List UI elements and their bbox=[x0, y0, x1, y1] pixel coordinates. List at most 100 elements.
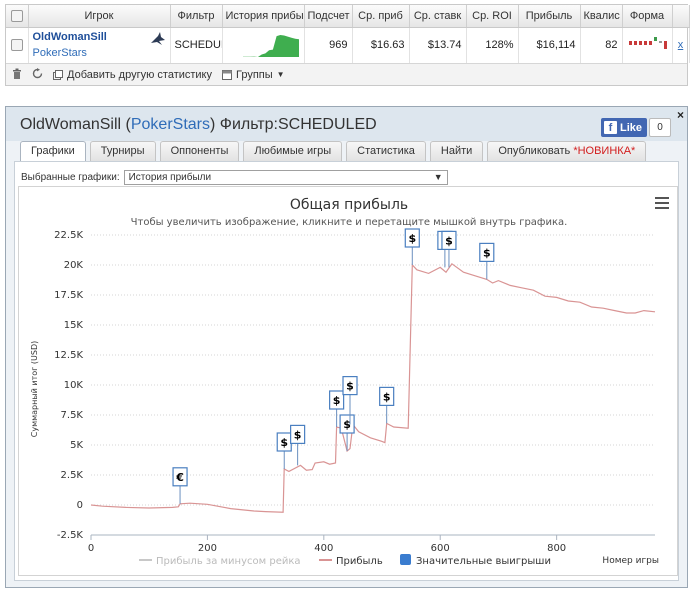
profit-chart-svg: -2.5K 0 2.5K 5K 7.5K 10K 12.5K 15K 17.5K 20K 22.5K… bbox=[30, 197, 659, 567]
big-win-flag[interactable]: $ bbox=[276, 432, 292, 469]
groups-button[interactable]: Группы ▼ bbox=[222, 69, 285, 81]
table-row: OldWomanSill PokerStars SCHEDULED 969 $1… bbox=[6, 27, 690, 63]
row-quality: 82 bbox=[580, 27, 623, 63]
svg-text:$: $ bbox=[343, 418, 351, 431]
player-name-link[interactable]: OldWomanSill bbox=[32, 31, 107, 44]
facebook-like-button[interactable]: f Like bbox=[601, 118, 647, 137]
like-count: 0 bbox=[649, 118, 671, 137]
x-axis-label: Номер игры bbox=[602, 556, 659, 566]
y-tick-label: 2.5K bbox=[61, 470, 84, 481]
form-bar bbox=[628, 40, 632, 45]
y-tick-label: 15K bbox=[64, 320, 84, 331]
col-avg-roi[interactable]: Ср. ROI bbox=[466, 5, 519, 28]
tab-publish[interactable]: Опубликовать *НОВИНКА* bbox=[487, 141, 647, 161]
tab-opponents[interactable]: Оппоненты bbox=[159, 141, 240, 161]
col-player[interactable]: Игрок bbox=[28, 5, 171, 28]
form-bar bbox=[658, 40, 662, 43]
form-bar bbox=[663, 40, 667, 49]
chart-selector-label: Выбранные графики: bbox=[21, 172, 120, 183]
svg-text:$: $ bbox=[383, 390, 391, 403]
row-profit: $16,114 bbox=[518, 27, 581, 63]
form-bar bbox=[653, 36, 657, 41]
big-win-flag[interactable]: € bbox=[172, 467, 188, 504]
row-count: 969 bbox=[304, 27, 353, 63]
big-win-flag[interactable]: $ bbox=[329, 390, 345, 427]
chevron-down-icon: ▼ bbox=[276, 70, 285, 79]
svg-text:$: $ bbox=[408, 232, 416, 245]
player-chart-window: OldWomanSill (PokerStars) Фильтр:SCHEDUL… bbox=[5, 106, 688, 588]
x-tick-label: 800 bbox=[547, 543, 566, 554]
chart-title: Общая прибыль bbox=[290, 197, 408, 213]
y-tick-label: 20K bbox=[64, 260, 84, 271]
big-win-flag[interactable]: $ bbox=[379, 386, 395, 424]
trash-icon[interactable] bbox=[12, 68, 22, 82]
big-win-flag[interactable]: $ bbox=[404, 228, 420, 265]
x-tick-label: 400 bbox=[314, 543, 333, 554]
col-profit[interactable]: Прибыль bbox=[518, 5, 581, 28]
chart-selector-row: Выбранные графики: История прибыли ▼ bbox=[21, 170, 448, 185]
chart-menu-icon[interactable] bbox=[655, 197, 669, 212]
chart-selector-dropdown[interactable]: История прибыли ▼ bbox=[123, 170, 448, 185]
big-win-flag[interactable]: $ bbox=[479, 242, 495, 280]
y-tick-label: 7.5K bbox=[61, 410, 84, 421]
col-avg-profit[interactable]: Ср. приб bbox=[352, 5, 410, 28]
form-chart bbox=[622, 27, 673, 63]
legend-profit[interactable]: Прибыль bbox=[336, 556, 383, 567]
svg-text:€: € bbox=[175, 471, 184, 484]
sparkline-area bbox=[242, 34, 299, 57]
remove-row-button[interactable]: x bbox=[672, 27, 690, 63]
big-win-flag[interactable]: $ bbox=[339, 414, 355, 451]
big-win-flag[interactable]: $ bbox=[441, 230, 457, 268]
row-avg-stake: $13.74 bbox=[409, 27, 467, 63]
col-filter[interactable]: Фильтр bbox=[170, 5, 223, 28]
player-room-link[interactable]: PokerStars bbox=[32, 47, 87, 60]
x-tick-label: 600 bbox=[431, 543, 450, 554]
col-form[interactable]: Форма bbox=[622, 5, 673, 28]
tab-charts[interactable]: Графики bbox=[20, 141, 86, 161]
row-checkbox[interactable] bbox=[6, 27, 29, 63]
window-title: OldWomanSill (PokerStars) Фильтр:SCHEDUL… bbox=[20, 116, 377, 133]
tab-content: Выбранные графики: История прибыли ▼ -2.… bbox=[14, 161, 679, 581]
x-tick-label: 0 bbox=[88, 543, 94, 554]
y-tick-label: -2.5K bbox=[57, 530, 84, 541]
tab-tournaments[interactable]: Турниры bbox=[89, 141, 156, 161]
add-stats-button[interactable]: Добавить другую статистику bbox=[53, 69, 212, 81]
tab-find[interactable]: Найти bbox=[429, 141, 484, 161]
col-count[interactable]: Подсчет bbox=[304, 5, 353, 28]
row-avg-profit: $16.63 bbox=[352, 27, 410, 63]
col-history[interactable]: История прибы bbox=[222, 5, 305, 28]
row-avg-roi: 128% bbox=[466, 27, 519, 63]
form-bar bbox=[638, 40, 642, 45]
y-tick-label: 12.5K bbox=[54, 350, 83, 361]
close-icon[interactable]: × bbox=[676, 108, 684, 122]
legend-big-wins[interactable]: Значительные выигрыши bbox=[416, 556, 551, 567]
room-link[interactable]: PokerStars bbox=[130, 116, 210, 133]
y-tick-label: 5K bbox=[70, 440, 83, 451]
player-stats-table: Игрок Фильтр История прибы Подсчет Ср. п… bbox=[5, 4, 690, 86]
profit-chart[interactable]: -2.5K 0 2.5K 5K 7.5K 10K 12.5K 15K 17.5K 20K 22.5K… bbox=[18, 186, 678, 576]
shark-icon bbox=[150, 31, 165, 45]
facebook-icon: f bbox=[604, 121, 617, 134]
form-bar bbox=[643, 40, 647, 45]
form-bar bbox=[633, 40, 637, 45]
tab-statistics[interactable]: Статистика bbox=[346, 141, 426, 161]
y-tick-label: 22.5K bbox=[54, 230, 83, 241]
groups-icon bbox=[222, 69, 232, 80]
col-avg-stake[interactable]: Ср. ставк bbox=[409, 5, 467, 28]
chevron-down-icon: ▼ bbox=[433, 172, 443, 182]
legend-rake[interactable]: Прибыль за минусом рейка bbox=[156, 556, 301, 567]
y-tick-label: 17.5K bbox=[54, 290, 83, 301]
svg-text:$: $ bbox=[294, 428, 302, 441]
add-window-icon bbox=[53, 69, 63, 80]
col-quality[interactable]: Квалис bbox=[580, 5, 623, 28]
table-toolbar: Добавить другую статистику Группы ▼ bbox=[6, 63, 687, 85]
profit-series-line bbox=[90, 262, 656, 513]
svg-text:$: $ bbox=[445, 234, 453, 247]
svg-text:$: $ bbox=[280, 436, 288, 449]
big-win-flag[interactable]: $ bbox=[290, 424, 306, 466]
tab-favorite-games[interactable]: Любимые игры bbox=[243, 141, 343, 161]
big-win-flag[interactable]: $ bbox=[342, 376, 358, 425]
refresh-icon[interactable] bbox=[32, 67, 43, 82]
select-all-checkbox[interactable] bbox=[6, 5, 29, 28]
x-tick-label: 200 bbox=[198, 543, 217, 554]
